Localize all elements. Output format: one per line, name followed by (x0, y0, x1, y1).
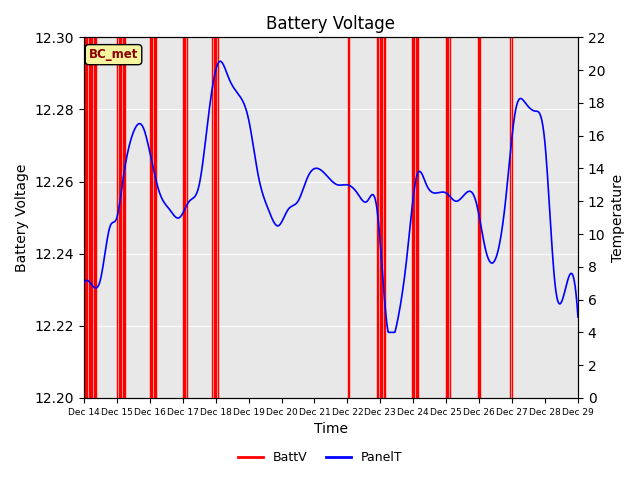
Legend: BattV, PanelT: BattV, PanelT (232, 446, 408, 469)
Text: BC_met: BC_met (89, 48, 138, 61)
Title: Battery Voltage: Battery Voltage (266, 15, 396, 33)
X-axis label: Time: Time (314, 422, 348, 436)
Y-axis label: Battery Voltage: Battery Voltage (15, 164, 29, 272)
Y-axis label: Temperature: Temperature (611, 174, 625, 262)
